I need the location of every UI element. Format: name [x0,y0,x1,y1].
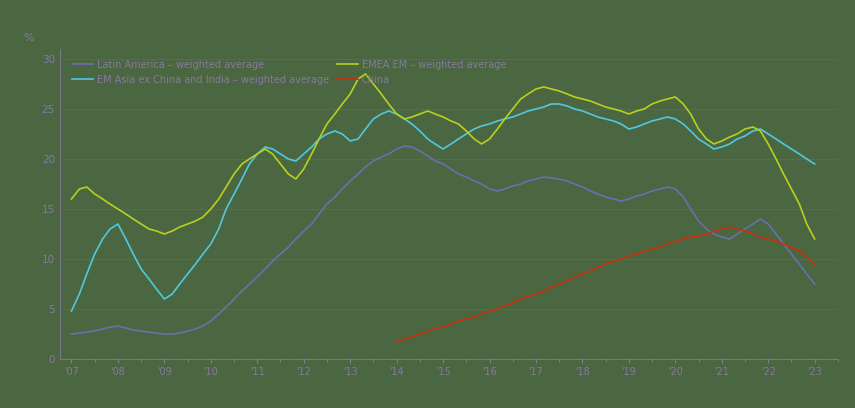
EM Asia ex China and India – weighted average [121,237,131,242]
China [438,325,448,330]
Latin America – weighted average [90,328,100,333]
Latin America – weighted average [67,332,77,337]
China [810,262,820,266]
EMEA EM – weighted average [67,197,77,202]
Latin America – weighted average [260,266,270,271]
Line: Latin America – weighted average: Latin America – weighted average [72,146,815,334]
China [771,239,781,244]
Latin America – weighted average [810,282,820,286]
Line: EM Asia ex China and India – weighted average: EM Asia ex China and India – weighted av… [72,104,815,311]
EMEA EM – weighted average [445,119,456,124]
EM Asia ex China and India – weighted average [438,146,448,151]
Latin America – weighted average [445,166,456,171]
Y-axis label: %: % [23,33,34,43]
Line: EMEA EM – weighted average: EMEA EM – weighted average [72,74,815,239]
EMEA EM – weighted average [121,212,131,217]
China [724,224,734,229]
EMEA EM – weighted average [360,71,370,76]
Line: China: China [397,227,815,341]
Latin America – weighted average [647,188,657,193]
EM Asia ex China and India – weighted average [67,308,77,313]
China [492,306,503,311]
EM Asia ex China and India – weighted average [546,102,557,106]
Latin America – weighted average [399,144,410,149]
EMEA EM – weighted average [647,102,657,106]
EMEA EM – weighted average [260,146,270,151]
Legend: Latin America – weighted average, EM Asia ex China and India – weighted average,: Latin America – weighted average, EM Asi… [68,57,509,88]
EMEA EM – weighted average [810,237,820,242]
EMEA EM – weighted average [90,191,100,196]
EM Asia ex China and India – weighted average [647,119,657,124]
China [546,284,557,289]
EM Asia ex China and India – weighted average [810,162,820,166]
China [392,339,402,344]
EMEA EM – weighted average [499,117,510,122]
Latin America – weighted average [121,326,131,330]
China [802,255,812,259]
EM Asia ex China and India – weighted average [260,144,270,149]
EM Asia ex China and India – weighted average [90,252,100,257]
Latin America – weighted average [499,186,510,191]
EM Asia ex China and India – weighted average [492,119,503,124]
China [469,315,480,319]
